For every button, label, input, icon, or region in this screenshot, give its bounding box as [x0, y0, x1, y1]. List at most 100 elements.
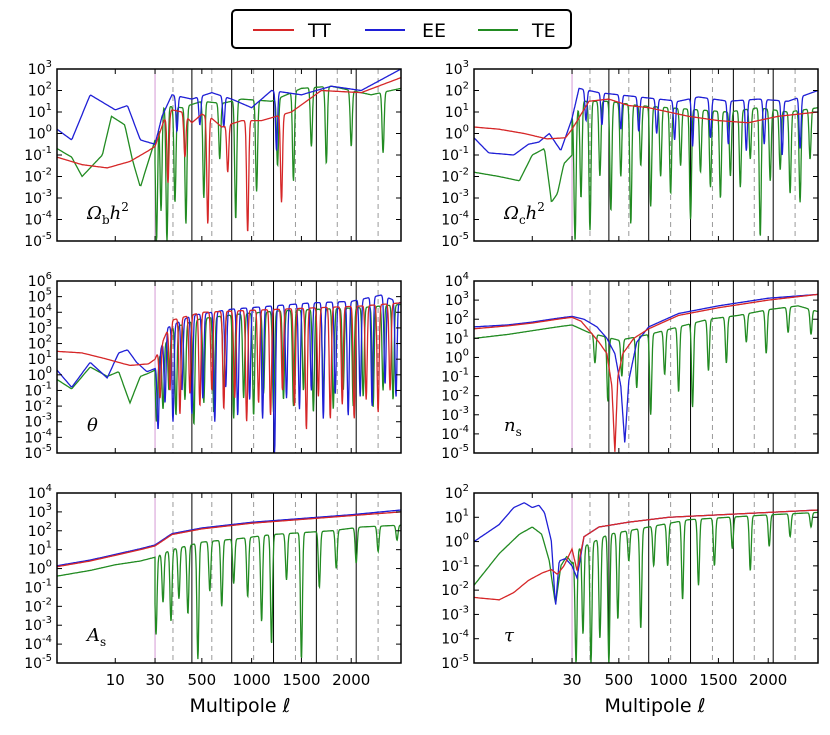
panel-label: θ [87, 415, 98, 436]
xtick-label: 1500 [699, 671, 737, 689]
ytick-label: 100 [445, 347, 469, 366]
ytick-label: 10-5 [441, 653, 469, 672]
series-tt-line [57, 511, 401, 568]
ytick-label: 10-5 [24, 231, 52, 250]
series-tt-line [57, 302, 401, 430]
ytick-label: 10-2 [24, 596, 52, 615]
plot-frame [473, 492, 819, 664]
ytick-label: 10-5 [24, 653, 52, 672]
ytick-label: 102 [28, 81, 52, 100]
plot-frame [56, 280, 402, 454]
panel-label: τ [504, 625, 515, 646]
ytick-label: 100 [445, 532, 469, 551]
ytick-label: 10-4 [24, 210, 52, 229]
ytick-label: 101 [445, 328, 469, 347]
series-ee-line [474, 502, 818, 605]
panel-theta: 10-510-410-310-210-110010110210310410510… [24, 271, 402, 462]
ytick-label: 100 [28, 559, 52, 578]
series-ee-line [474, 293, 818, 443]
legend-label-te: TE [531, 20, 556, 42]
ytick-label: 10-1 [441, 145, 469, 164]
ytick-label: 10-5 [441, 443, 469, 462]
ytick-label: 106 [28, 271, 52, 290]
ytick-label: 10-3 [441, 604, 469, 623]
series-ee-line [474, 87, 818, 156]
ytick-label: 10-1 [24, 145, 52, 164]
ytick-label: 10-1 [441, 556, 469, 575]
ytick-label: 102 [28, 521, 52, 540]
ytick-label: 101 [445, 507, 469, 526]
series-ee-line [57, 509, 401, 567]
ytick-label: 103 [28, 502, 52, 521]
xtick-label: 500 [605, 671, 634, 689]
xtick-label: 30 [145, 671, 164, 689]
panel-label: ns [504, 415, 522, 439]
legend: TT EE TE [231, 9, 572, 49]
ytick-label: 10-3 [441, 405, 469, 424]
ytick-label: 10-4 [24, 634, 52, 653]
series-tt-line [474, 293, 818, 452]
series-te-line [474, 100, 818, 240]
series-te-line [474, 305, 818, 415]
ytick-label: 10-2 [441, 580, 469, 599]
ytick-label: 102 [445, 483, 469, 502]
panel-label: Ωch2 [503, 200, 545, 227]
xaxis-title-right: Multipole ℓ [605, 695, 706, 717]
ytick-label: 105 [28, 287, 52, 306]
ytick-label: 10-1 [24, 577, 52, 596]
ytick-label: 10-3 [441, 188, 469, 207]
ytick-label: 100 [445, 124, 469, 143]
xtick-label: 30 [562, 671, 581, 689]
series-ee-line [57, 69, 401, 151]
plot-frame [473, 280, 819, 454]
panel-tau: 10-5 10-4 10-3 10-2 10-1 100 101 102 τ 30 500 1000 1… [441, 483, 819, 689]
ytick-label: 104 [28, 483, 52, 502]
ytick-label: 10-4 [441, 424, 469, 443]
ytick-label: 104 [28, 302, 52, 321]
ytick-label: 101 [445, 102, 469, 121]
xtick-label: 1500 [282, 671, 320, 689]
ytick-label: 103 [28, 59, 52, 78]
ytick-label: 103 [28, 318, 52, 337]
series-tt-line [57, 76, 401, 232]
ytick-label: 101 [28, 540, 52, 559]
ytick-label: 102 [445, 81, 469, 100]
series-tt-line [474, 509, 818, 601]
ytick-label: 10-5 [24, 443, 52, 462]
xtick-label: 1000 [233, 671, 271, 689]
ytick-label: 10-5 [441, 231, 469, 250]
ytick-label: 10-4 [24, 427, 52, 446]
series-tt-line [474, 98, 818, 140]
ytick-label: 101 [28, 102, 52, 121]
ytick-label: 10-3 [24, 615, 52, 634]
panel-label: As [85, 625, 106, 649]
ytick-label: 101 [28, 349, 52, 368]
ytick-label: 102 [28, 334, 52, 353]
ytick-label: 100 [28, 124, 52, 143]
series-te-line [474, 511, 818, 663]
ytick-label: 10-2 [24, 396, 52, 415]
series-te-line [57, 85, 401, 241]
ytick-label: 10-3 [24, 412, 52, 431]
series-ee-line [57, 294, 401, 453]
ytick-label: 10-3 [24, 188, 52, 207]
ytick-label: 10-2 [24, 167, 52, 186]
legend-label-tt: TT [307, 20, 331, 42]
xtick-label: 1000 [650, 671, 688, 689]
xtick-label: 10 [106, 671, 125, 689]
ytick-label: 10-1 [441, 367, 469, 386]
panel-label: Ωbh2 [86, 200, 129, 227]
ytick-label: 104 [445, 271, 469, 290]
xtick-label: 500 [188, 671, 217, 689]
panel-omega-c: 10-5 10-4 10-3 10-2 10-1 100 101 102 103 Ωch2 [441, 59, 819, 250]
ytick-label: 102 [445, 309, 469, 328]
panel-omega-b: 10-5 10-4 10-3 10-2 10-1 100 101 102 103 Ωbh2 [24, 59, 402, 250]
ytick-label: 10-2 [441, 167, 469, 186]
ytick-label: 10-1 [24, 380, 52, 399]
ytick-label: 103 [445, 290, 469, 309]
ytick-label: 10-4 [441, 210, 469, 229]
